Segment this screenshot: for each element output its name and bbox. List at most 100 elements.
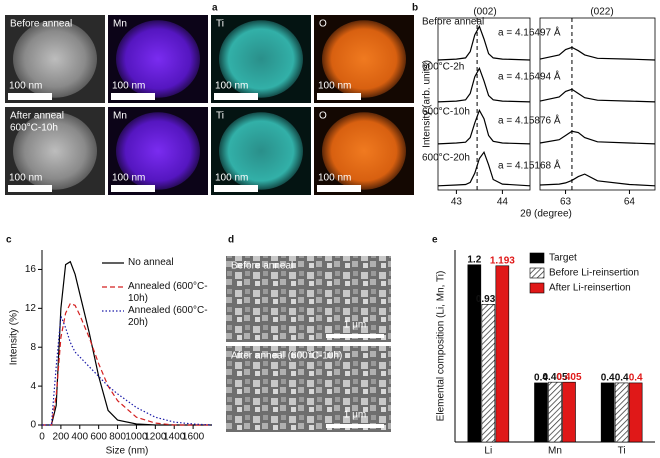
data-line — [42, 315, 213, 426]
image-label: Before anneal — [10, 19, 72, 30]
x-axis-label: 2θ (degree) — [520, 209, 572, 220]
data-label: 1.193 — [490, 255, 515, 266]
x-tick-label: 1200 — [144, 432, 167, 443]
legend-swatch — [529, 282, 545, 294]
data-line — [42, 260, 212, 426]
bar — [600, 382, 615, 443]
scale-bar — [214, 185, 258, 192]
annotation: 600°C-20h — [422, 153, 470, 164]
bar — [495, 265, 510, 443]
scale-label: 100 nm — [215, 81, 248, 92]
x-tick-label: 1400 — [163, 432, 186, 443]
particle — [116, 112, 200, 190]
data-label: 0.405 — [556, 372, 581, 383]
particle — [322, 112, 406, 190]
annotation: a = 4.15876 Å — [498, 114, 561, 127]
data-label: 0.4 — [534, 373, 548, 384]
data-label: 0.932 — [476, 294, 501, 305]
image-label: Ti — [216, 19, 224, 30]
particle — [219, 20, 303, 98]
annotation: 600°C-2h — [422, 62, 464, 73]
annotation: a = 4.16497 Å — [498, 26, 561, 39]
y-axis-label: Elemental composition (Li, Mn, Ti) — [436, 271, 447, 422]
data-label: 1.2 — [467, 254, 481, 265]
panel-letter: b — [412, 3, 418, 14]
legend-label: No anneal — [128, 257, 174, 268]
annotation: a = 4.15168 Å — [498, 159, 561, 172]
y-tick-label: 0 — [30, 420, 36, 431]
scale-bar — [326, 424, 384, 428]
image-label: Mn — [113, 19, 127, 30]
legend-label: Before Li-reinsertion — [549, 268, 639, 279]
annotation: (002) — [473, 7, 496, 18]
image-label: Before anneal — [231, 261, 293, 272]
sem-image — [226, 256, 391, 342]
data-line — [437, 66, 531, 103]
data-line — [437, 150, 531, 187]
panel-letter: a — [212, 3, 218, 14]
bar — [614, 382, 629, 443]
scale-bar — [317, 185, 361, 192]
scale-bar — [8, 185, 52, 192]
y-tick-label: 8 — [30, 342, 36, 353]
data-label: 0.405 — [542, 372, 567, 383]
y-tick-label: 16 — [25, 264, 37, 275]
scale-label: 100 nm — [215, 173, 248, 184]
scale-label: 100 nm — [112, 81, 145, 92]
scale-bar — [214, 93, 258, 100]
scale-bar — [317, 93, 361, 100]
x-tick-label: 800 — [109, 432, 126, 443]
bar — [628, 382, 643, 443]
scale-bar — [111, 185, 155, 192]
plot-frame — [539, 17, 656, 191]
bar — [481, 304, 496, 443]
legend-label: Target — [549, 253, 577, 264]
annotation: (022) — [590, 7, 613, 18]
legend-swatch — [529, 267, 545, 279]
image-label: After anneal (600°C-10h) — [231, 351, 342, 362]
data-line — [437, 108, 531, 145]
particle — [13, 112, 97, 190]
scale-label: 100 nm — [318, 173, 351, 184]
panel-letter: d — [228, 235, 234, 246]
y-tick-label: 12 — [25, 303, 37, 314]
image-label: 600°C-10h — [10, 123, 58, 134]
y-tick-label: 4 — [30, 381, 36, 392]
data-label: 0.4 — [601, 373, 615, 384]
x-tick-label: 200 — [53, 432, 70, 443]
scale-bar — [111, 93, 155, 100]
data-line — [539, 173, 656, 187]
scale-label: 100 nm — [9, 173, 42, 184]
x-tick-label: 43 — [451, 197, 463, 208]
image-label: O — [319, 19, 327, 30]
annotation: a = 4.16494 Å — [498, 70, 561, 83]
image-label: After anneal — [10, 111, 64, 122]
y-axis-label: Intensity (arb. units) — [422, 60, 433, 148]
bar — [467, 264, 482, 443]
scale-label: 100 nm — [112, 173, 145, 184]
x-tick-label: 64 — [624, 197, 636, 208]
panel-letter: e — [432, 235, 438, 246]
plot-frame — [437, 17, 531, 191]
legend-label: Annealed (600°C-20h) — [128, 305, 208, 328]
annotation: Before anneal — [422, 17, 484, 28]
particle — [116, 20, 200, 98]
scale-bar — [326, 334, 384, 338]
scale-label: 1 μm — [344, 320, 366, 331]
x-tick-label: Ti — [618, 446, 626, 457]
y-axis-label: Intensity (%) — [9, 310, 20, 366]
x-tick-label: Mn — [548, 446, 562, 457]
particle — [219, 112, 303, 190]
panel-letter: c — [6, 235, 12, 246]
x-tick-label: 63 — [560, 197, 572, 208]
scale-label: 100 nm — [9, 81, 42, 92]
x-axis-label: Size (nm) — [106, 446, 149, 457]
data-label: 0.4 — [629, 373, 643, 384]
data-line — [437, 24, 531, 61]
bar — [534, 382, 548, 443]
x-tick-label: 44 — [497, 197, 509, 208]
x-tick-label: Li — [484, 446, 492, 457]
x-tick-label: 1000 — [125, 432, 148, 443]
image-label: O — [319, 111, 327, 122]
